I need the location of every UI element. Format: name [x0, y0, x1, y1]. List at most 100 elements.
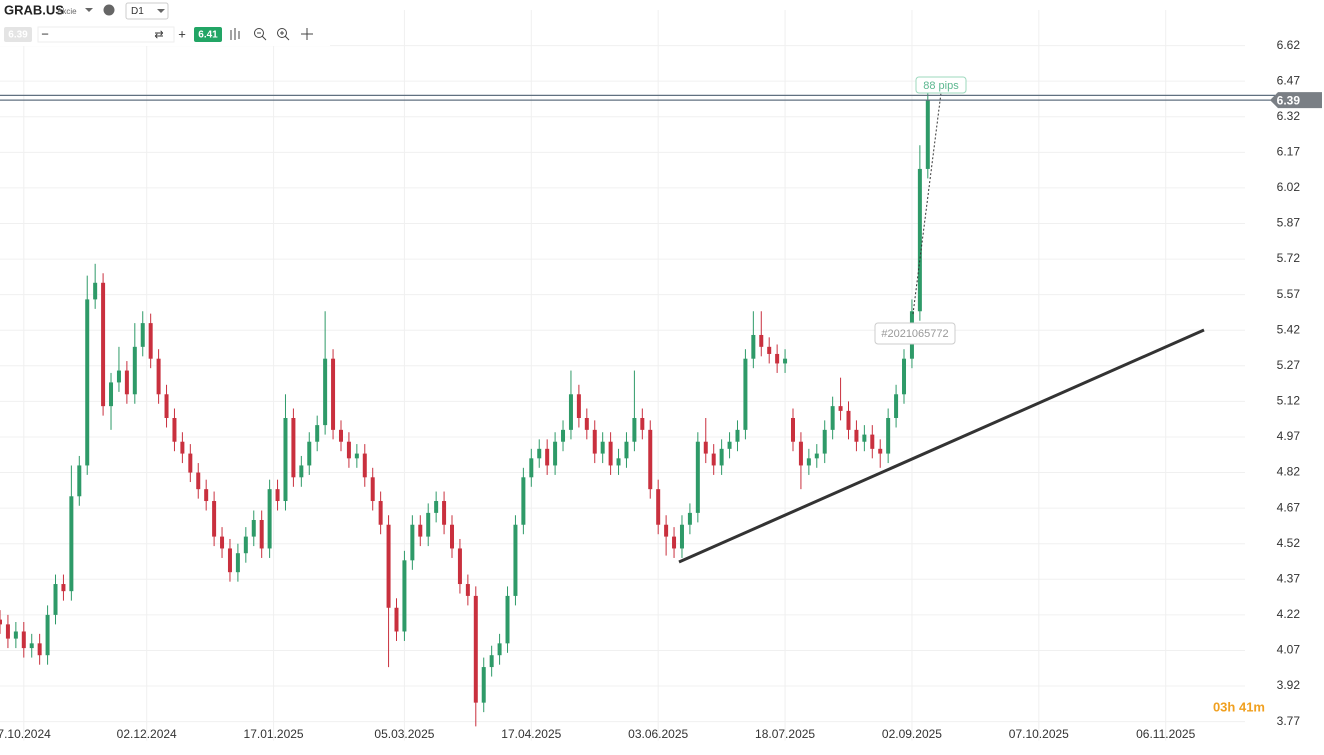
plus[interactable]: +: [178, 26, 186, 41]
candle-body: [402, 560, 407, 632]
candle-body: [870, 434, 875, 449]
volume-input[interactable]: [37, 26, 175, 43]
overlay: 6.39: [0, 92, 1322, 109]
candle-body: [164, 394, 169, 418]
candle-body: [148, 323, 153, 359]
candles: [0, 81, 930, 727]
candle-body: [450, 524, 455, 549]
timeframe[interactable]: D1: [131, 6, 144, 17]
candle-body: [830, 406, 835, 430]
candle-body: [362, 453, 367, 478]
y-tick-label: 4.97: [1277, 429, 1301, 443]
candle-body: [656, 489, 661, 525]
candle-body: [45, 614, 50, 656]
candle-body: [93, 282, 98, 300]
price-tag-label: 6.39: [1277, 93, 1301, 107]
candle-body: [925, 100, 930, 169]
candle-body: [473, 595, 478, 703]
candle-body: [743, 358, 748, 430]
candle-body: [172, 417, 177, 442]
candle-body: [77, 465, 82, 497]
candle-body: [267, 489, 272, 549]
candle-body: [124, 370, 129, 395]
y-tick-label: 6.02: [1277, 180, 1301, 194]
dropdown-arrow[interactable]: [157, 9, 165, 13]
candle-body: [69, 496, 74, 592]
candle-body: [529, 458, 534, 478]
info-icon[interactable]: [103, 4, 115, 16]
candle-body: [275, 489, 280, 502]
candle-body: [410, 524, 415, 561]
x-tick-label: 02.12.2024: [117, 727, 177, 741]
y-tick-label: 5.42: [1277, 322, 1301, 336]
tool-icons[interactable]: [230, 28, 313, 41]
candle-body: [497, 643, 502, 656]
candle-body: [204, 489, 209, 502]
candle-body: [418, 524, 423, 537]
candle-body: [434, 501, 439, 513]
candle-body: [719, 448, 724, 466]
candle-body: [140, 323, 145, 347]
x-tick-label: 03.06.2025: [628, 727, 688, 741]
candle-body: [664, 524, 669, 537]
y-tick-label: 3.92: [1277, 678, 1301, 692]
sell-price[interactable]: 6.39: [8, 30, 28, 41]
candle-body: [116, 370, 121, 383]
candle-body: [886, 417, 891, 454]
y-tick-label: 4.67: [1277, 500, 1301, 514]
dropdown-arrow[interactable]: [85, 8, 93, 12]
candle-body: [307, 441, 312, 466]
y-tick-label: 4.07: [1277, 643, 1301, 657]
x-tick-label: 06.11.2025: [1136, 727, 1195, 741]
order-id[interactable]: #2021065772: [881, 328, 948, 340]
candle-body: [132, 346, 137, 395]
measure-line: [912, 92, 942, 315]
candle-body: [196, 472, 201, 490]
candle-body: [561, 429, 566, 442]
candle-body: [521, 477, 526, 525]
symbol[interactable]: GRAB.US: [4, 2, 64, 17]
candle-body: [576, 394, 581, 418]
y-tick-label: 4.37: [1277, 571, 1301, 585]
trend-line[interactable]: [678, 328, 1205, 564]
candle-body: [648, 429, 653, 490]
y-tick-label: 5.27: [1277, 358, 1301, 372]
swap-icon[interactable]: ⇄: [154, 29, 163, 41]
x-tick-label: 05.03.2025: [374, 727, 434, 741]
sell-button[interactable]: [4, 27, 32, 42]
candle-body: [592, 429, 597, 454]
pips-box: [915, 76, 967, 94]
minus[interactable]: −: [41, 26, 49, 41]
candle-body: [751, 334, 756, 359]
candle-body: [679, 524, 684, 549]
candle-body: [727, 441, 732, 449]
candle-body: [481, 667, 486, 703]
candle-body: [767, 346, 772, 354]
candle-body: [640, 417, 645, 430]
candle-body: [735, 429, 740, 442]
y-tick-label: 4.82: [1277, 465, 1301, 479]
buy-price[interactable]: 6.41: [198, 30, 218, 41]
x-tick-label: 07.10.2025: [1009, 727, 1069, 741]
candle-body: [13, 631, 18, 639]
y-tick-label: 3.77: [1277, 714, 1301, 728]
candle-body: [878, 448, 883, 454]
candle-body: [53, 584, 58, 615]
x-tick-label: 17.04.2025: [501, 727, 561, 741]
timeframe-select[interactable]: [125, 2, 169, 20]
candle-body: [584, 417, 589, 430]
order-box[interactable]: [874, 322, 956, 345]
buy-button[interactable]: [194, 27, 222, 42]
candle-body: [798, 441, 803, 466]
candle-body: [235, 553, 240, 573]
candle-body: [711, 453, 716, 466]
candle-body: [227, 548, 232, 573]
asset-class: Akcie: [57, 7, 77, 16]
candle-body: [568, 394, 573, 430]
candle-body: [457, 548, 462, 585]
candle-body: [0, 619, 2, 625]
candle-body: [29, 643, 34, 649]
candle-body: [85, 299, 90, 466]
x-tick-label: 18.07.2025: [755, 727, 815, 741]
